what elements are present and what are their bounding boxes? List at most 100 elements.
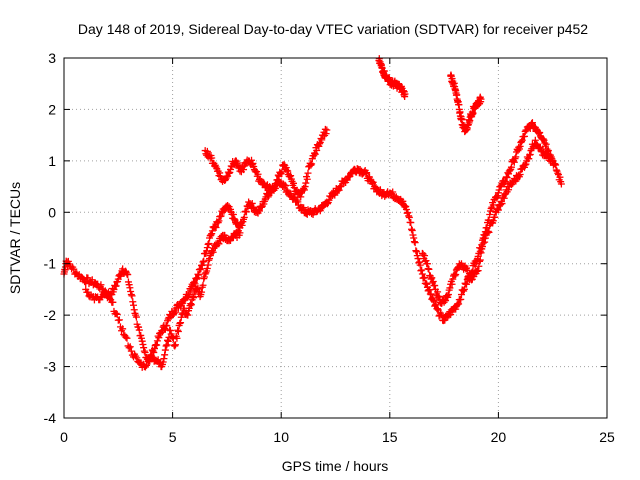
data-point xyxy=(216,169,224,177)
data-point xyxy=(494,205,502,213)
data-point xyxy=(211,222,219,230)
data-point xyxy=(324,200,332,208)
x-axis-label: GPS time / hours xyxy=(282,458,389,474)
data-point xyxy=(70,265,78,273)
data-point xyxy=(155,334,163,342)
data-point xyxy=(269,186,277,194)
data-point xyxy=(369,178,377,186)
data-point xyxy=(88,276,96,284)
data-point xyxy=(140,347,148,355)
data-point xyxy=(512,153,520,161)
data-point xyxy=(331,191,339,199)
data-point xyxy=(412,247,420,255)
data-point xyxy=(422,257,430,265)
data-point xyxy=(428,274,436,282)
data-point xyxy=(122,333,130,341)
data-point xyxy=(143,361,151,369)
data-point xyxy=(203,244,211,252)
data-point xyxy=(212,223,220,231)
data-point xyxy=(518,138,526,146)
data-point xyxy=(323,126,331,134)
data-point xyxy=(307,161,315,169)
data-point xyxy=(97,281,105,289)
data-point xyxy=(410,238,418,246)
data-point xyxy=(203,265,211,273)
data-point xyxy=(135,326,143,334)
x-tick-label: 25 xyxy=(599,429,615,445)
data-point xyxy=(521,128,529,136)
data-point xyxy=(126,343,134,351)
data-point xyxy=(215,217,223,225)
data-point xyxy=(423,280,431,288)
data-point xyxy=(424,265,432,273)
data-point xyxy=(238,221,246,229)
data-point xyxy=(194,270,202,278)
data-point xyxy=(316,140,324,148)
data-point xyxy=(444,291,452,299)
data-point xyxy=(413,248,421,256)
data-point xyxy=(441,316,449,324)
data-point xyxy=(301,183,309,191)
data-point xyxy=(549,157,557,165)
data-point xyxy=(514,147,522,155)
data-point xyxy=(116,271,124,279)
series-upper-peak-18h xyxy=(447,71,485,136)
data-point xyxy=(112,309,120,317)
data-point xyxy=(410,234,418,242)
data-point xyxy=(487,205,495,213)
data-point xyxy=(229,211,237,219)
data-point xyxy=(199,258,207,266)
data-point xyxy=(141,363,149,371)
series-lower-branch xyxy=(82,227,244,371)
data-point xyxy=(230,215,238,223)
data-point xyxy=(127,347,135,355)
data-point xyxy=(149,353,157,361)
data-point xyxy=(123,334,131,342)
data-point xyxy=(185,290,193,298)
data-point xyxy=(169,333,177,341)
data-point xyxy=(503,174,511,182)
data-point xyxy=(173,334,181,342)
data-point xyxy=(547,153,555,161)
data-point xyxy=(505,186,513,194)
data-point xyxy=(544,147,552,155)
series-main-track xyxy=(60,119,565,365)
data-point xyxy=(127,288,135,296)
data-point xyxy=(526,150,534,158)
data-point xyxy=(220,207,228,215)
data-point xyxy=(127,291,135,299)
data-point xyxy=(192,275,200,283)
data-point xyxy=(224,201,232,209)
data-point xyxy=(184,311,192,319)
data-point xyxy=(297,193,305,201)
data-point xyxy=(153,341,161,349)
data-point xyxy=(225,169,233,177)
data-point xyxy=(491,213,499,221)
data-point xyxy=(492,193,500,201)
data-point xyxy=(166,327,174,335)
data-point xyxy=(130,301,138,309)
data-point xyxy=(207,231,215,239)
data-point xyxy=(389,188,397,196)
data-point xyxy=(542,140,550,148)
data-point xyxy=(138,337,146,345)
data-point xyxy=(113,310,121,318)
data-point xyxy=(497,183,505,191)
data-point xyxy=(248,199,256,207)
data-point xyxy=(469,109,477,117)
data-point xyxy=(303,175,311,183)
data-point xyxy=(130,306,138,314)
data-point xyxy=(419,250,427,258)
data-point xyxy=(129,298,137,306)
data-point xyxy=(119,325,127,333)
data-point xyxy=(452,305,460,313)
data-point xyxy=(163,341,171,349)
data-point xyxy=(140,344,148,352)
data-points xyxy=(60,55,565,371)
data-point xyxy=(294,198,302,206)
data-point xyxy=(474,267,482,275)
data-point xyxy=(510,158,518,166)
data-point xyxy=(126,284,134,292)
data-point xyxy=(133,354,141,362)
